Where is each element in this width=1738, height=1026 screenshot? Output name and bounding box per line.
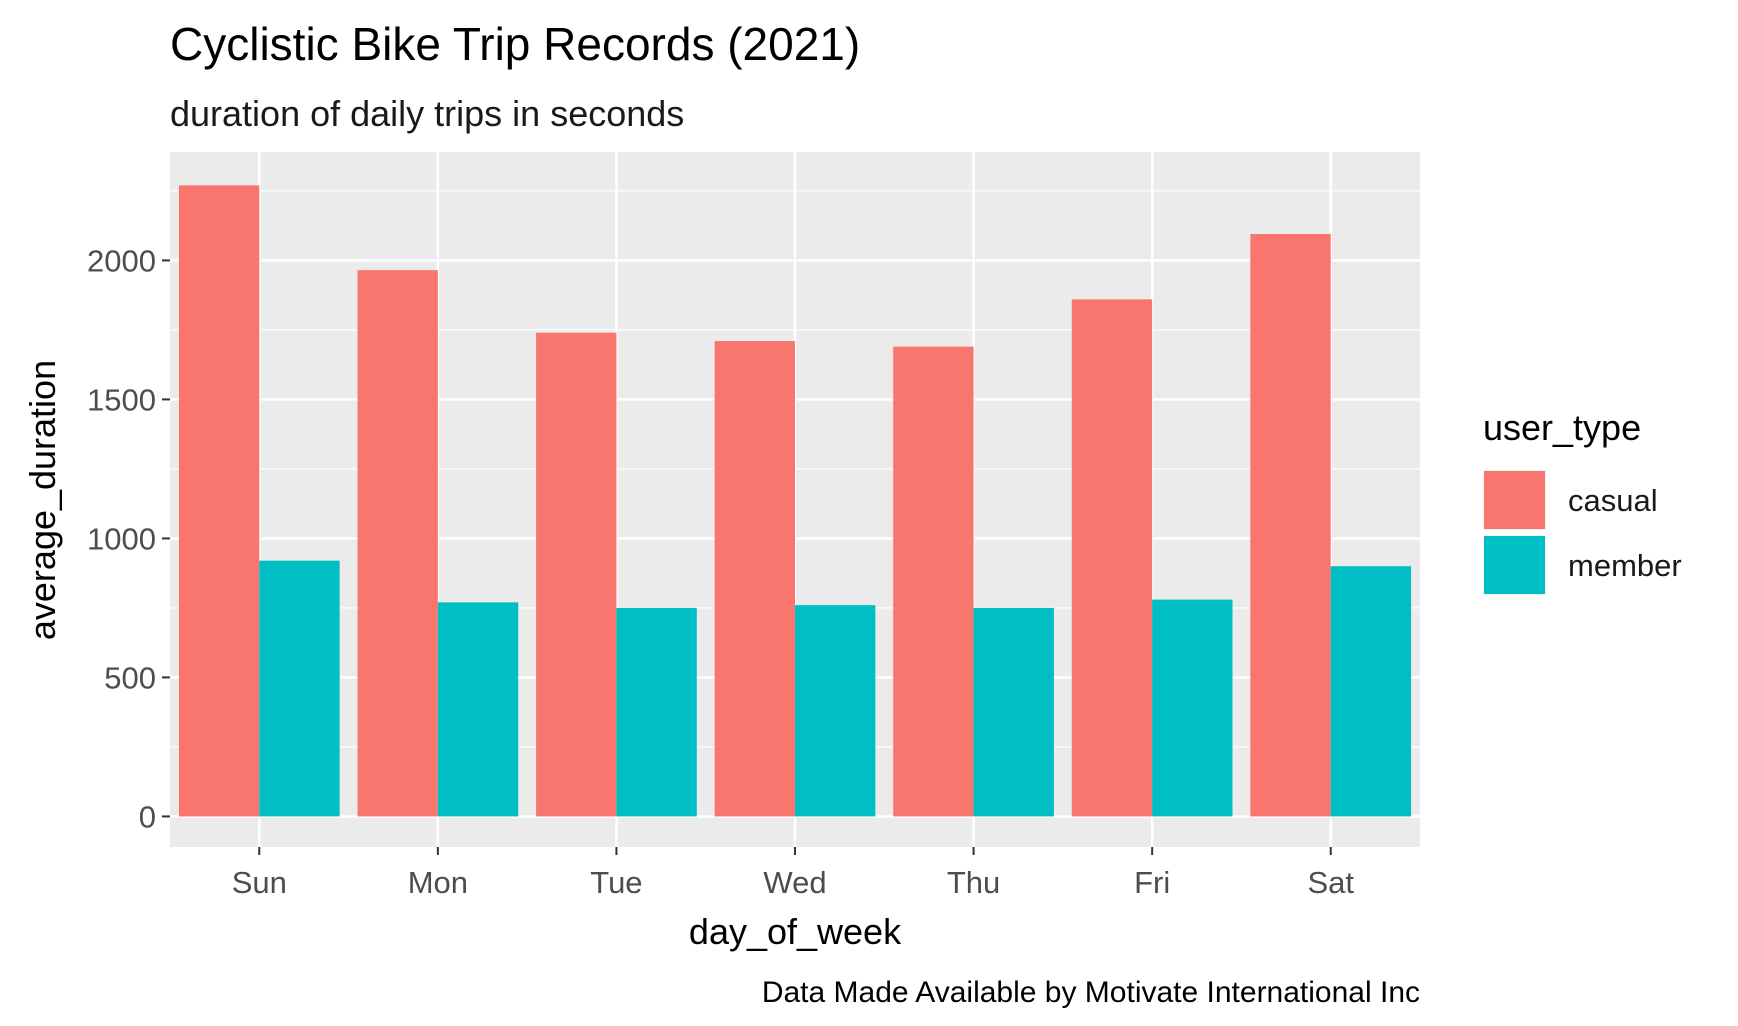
legend-label-casual: casual (1568, 483, 1658, 518)
bar-member-sat (1330, 566, 1412, 817)
bar-member-thu (973, 607, 1054, 817)
y-tick-label: 0 (139, 799, 156, 834)
y-tick-label: 1500 (87, 382, 156, 417)
y-axis: 0 500 1000 1500 2000 (87, 243, 170, 834)
bar-casual-mon (357, 270, 438, 817)
x-tick-label: Fri (1134, 865, 1170, 900)
bar-member-sun (259, 560, 340, 817)
bar-casual-fri (1071, 299, 1153, 817)
bar-member-fri (1152, 599, 1233, 817)
chart-subtitle: duration of daily trips in seconds (170, 93, 684, 134)
chart-title: Cyclistic Bike Trip Records (2021) (170, 18, 860, 70)
x-tick-label: Mon (408, 865, 468, 900)
x-tick-label: Wed (763, 865, 826, 900)
bar-casual-sat (1250, 234, 1331, 817)
legend: user_type casual member (1483, 407, 1682, 595)
x-tick-label: Sun (232, 865, 287, 900)
bar-casual-tue (536, 332, 617, 817)
x-axis-title: day_of_week (689, 911, 902, 952)
chart-caption: Data Made Available by Motivate Internat… (762, 976, 1420, 1009)
x-tick-label: Tue (590, 865, 642, 900)
legend-key-member (1484, 536, 1545, 594)
bar-member-mon (437, 602, 519, 817)
bar-casual-wed (714, 341, 795, 817)
legend-label-member: member (1568, 548, 1682, 583)
x-tick-label: Sat (1307, 865, 1354, 900)
bar-casual-thu (893, 346, 974, 817)
x-tick-label: Thu (947, 865, 1000, 900)
bars (178, 185, 1412, 817)
y-tick-label: 1000 (87, 521, 156, 556)
bar-casual-sun (178, 185, 260, 817)
x-axis: Sun Mon Tue Wed Thu Fri Sat (232, 847, 1354, 900)
bar-member-tue (616, 607, 697, 817)
legend-key-casual (1484, 471, 1545, 529)
bar-member-wed (795, 605, 876, 817)
y-tick-label: 2000 (87, 243, 156, 278)
legend-title: user_type (1483, 407, 1641, 448)
y-tick-label: 500 (104, 660, 156, 695)
y-axis-title: average_duration (22, 360, 63, 640)
